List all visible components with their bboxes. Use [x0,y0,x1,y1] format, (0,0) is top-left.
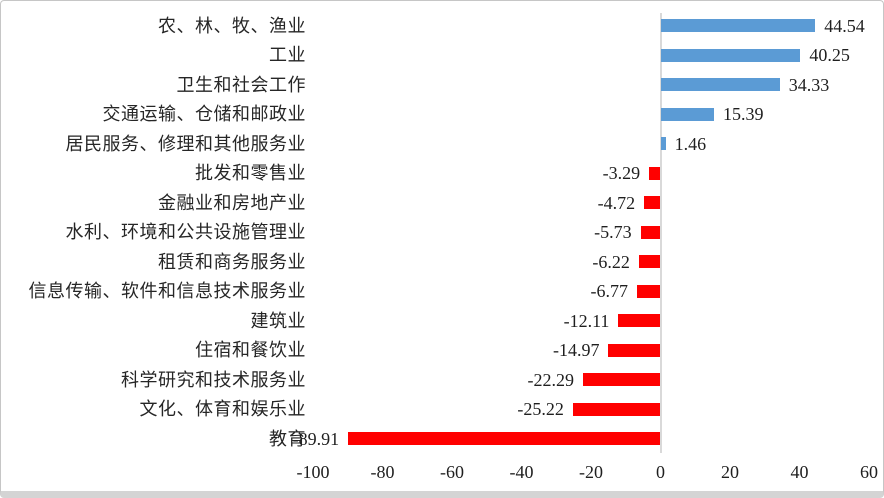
category-label: 批发和零售业 [195,163,306,183]
bar [660,48,801,62]
value-label: -25.22 [517,399,564,419]
value-label: 34.33 [788,74,830,95]
category-label: 科学研究和技术服务业 [121,369,306,390]
x-axis-tick-label: -100 [296,462,330,482]
x-axis-tick-label: -40 [509,462,534,482]
category-label: 工业 [269,45,306,65]
bar [660,78,780,91]
category-label: 居民服务、修理和其他服务业 [65,133,306,154]
x-axis-tick-label: 20 [721,462,739,482]
x-axis-tick-label: 0 [656,462,665,482]
bar [348,432,661,445]
bar [618,314,661,327]
x-axis-tick-label: -20 [579,462,603,482]
value-label: 44.54 [824,15,865,36]
value-label: -4.72 [597,192,636,213]
category-label: 建筑业 [250,310,306,331]
x-axis-tick-label: 40 [790,462,809,482]
value-label: -14.97 [552,340,600,360]
value-label: -22.29 [527,369,575,390]
bar [660,107,714,121]
x-axis-tick-label: 60 [860,462,878,482]
bar [660,137,666,150]
category-label: 信息传输、软件和信息技术服务业 [28,281,306,301]
value-label: -3.29 [602,163,641,183]
bar [572,402,661,416]
category-label: 文化、体育和娱乐业 [139,399,306,419]
value-label: 1.46 [674,133,707,154]
category-label: 教育 [269,428,306,449]
bar [583,373,661,386]
bar [649,166,661,180]
bar [638,255,661,268]
value-label: -12.11 [563,310,610,331]
bar [640,225,661,239]
category-label: 交通运输、仓储和邮政业 [102,104,306,124]
value-label: -89.91 [292,428,340,449]
zero-axis-line [659,13,662,453]
bar [644,196,661,209]
value-label: -5.73 [594,222,632,242]
value-label: 40.25 [809,45,850,65]
value-label: -6.22 [592,251,630,272]
bar [608,343,661,357]
category-label: 农、林、牧、渔业 [158,15,306,36]
x-axis-tick-label: -80 [370,462,395,482]
value-label: -6.77 [590,281,628,301]
category-label: 卫生和社会工作 [176,74,306,95]
category-label: 水利、环境和公共设施管理业 [65,222,306,242]
value-label: 15.39 [722,104,764,124]
category-label: 租赁和商务服务业 [158,251,306,272]
bar [660,19,816,32]
x-axis-tick-label: -60 [440,462,464,482]
category-label: 金融业和房地产业 [158,192,306,213]
bar [636,284,661,298]
category-label: 住宿和餐饮业 [195,340,306,360]
